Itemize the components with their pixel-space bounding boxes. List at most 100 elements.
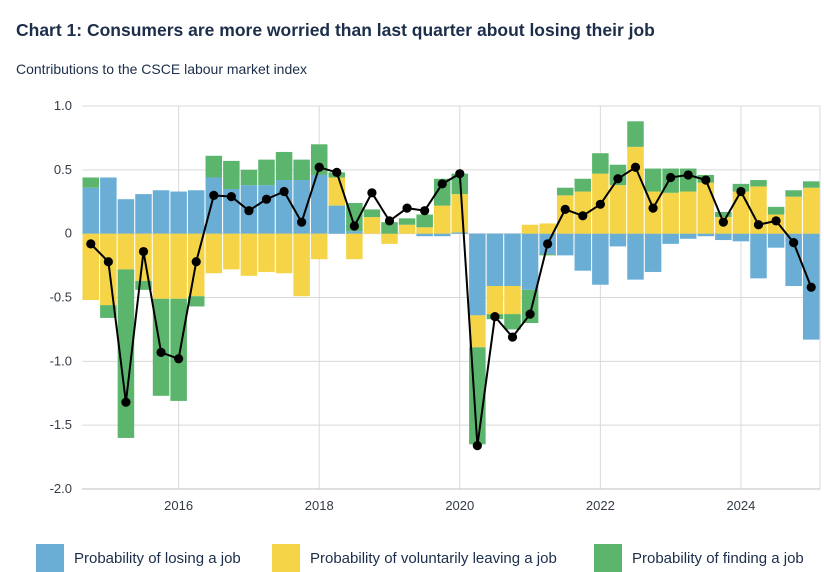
- bar-finding: [785, 190, 802, 197]
- index-point: [402, 203, 412, 213]
- y-tick-label: 1.0: [54, 98, 72, 113]
- bar-leaving: [363, 217, 381, 234]
- bar-leaving: [662, 192, 679, 234]
- index-point: [191, 257, 201, 267]
- index-point: [490, 312, 500, 322]
- legend-item-leaving: Probability of voluntarily leaving a job: [272, 544, 557, 572]
- index-point: [806, 282, 816, 292]
- bar-losing: [785, 233, 802, 287]
- bar-losing: [609, 233, 627, 247]
- y-tick-label: -2.0: [50, 481, 72, 496]
- index-point: [121, 397, 131, 407]
- index-point: [261, 194, 272, 204]
- index-point: [138, 246, 149, 257]
- bar-leaving: [82, 233, 100, 301]
- bar-finding: [170, 298, 187, 401]
- bar-losing: [627, 233, 644, 280]
- index-line: [86, 162, 816, 451]
- index-point: [420, 206, 430, 216]
- bar-losing: [258, 185, 275, 234]
- bar-leaving: [170, 233, 187, 299]
- bar-finding: [767, 206, 785, 215]
- index-point: [736, 186, 746, 197]
- bar-leaving: [117, 233, 135, 270]
- index-point: [718, 217, 728, 227]
- legend-swatch-losing: [36, 544, 64, 572]
- bar-losing: [679, 233, 697, 239]
- index-point: [560, 204, 570, 215]
- csce-chart: 1.0 0.5 0 -0.5 -1.0 -1.5 -2.0 2016 2018 2020 2022…: [50, 98, 821, 513]
- bar-leaving: [679, 191, 697, 234]
- legend-item-finding: Probability of finding a job: [594, 544, 804, 572]
- x-tick-label: 2018: [305, 498, 334, 513]
- bar-leaving: [433, 205, 451, 234]
- legend-label-losing: Probability of losing a job: [74, 549, 241, 567]
- bar-leaving: [697, 182, 715, 234]
- bar-finding: [135, 280, 152, 290]
- bar-losing: [205, 177, 223, 234]
- index-point: [771, 216, 781, 226]
- bar-leaving: [785, 196, 802, 234]
- bar-losing: [346, 231, 363, 234]
- index-point: [314, 162, 324, 172]
- bar-finding: [205, 155, 223, 178]
- bar-leaving: [152, 233, 170, 299]
- index-point: [455, 169, 465, 179]
- bar-losing: [504, 233, 521, 287]
- index-point: [507, 332, 518, 342]
- bar-losing: [592, 233, 609, 285]
- bar-losing: [416, 233, 433, 237]
- bar-losing: [662, 233, 679, 244]
- y-tick-label: -1.5: [50, 417, 72, 432]
- bar-leaving: [275, 233, 293, 274]
- bar-finding: [240, 169, 258, 186]
- bar-leaving: [504, 286, 521, 315]
- legend-swatch-finding: [594, 544, 622, 572]
- bar-finding: [592, 153, 609, 174]
- bar-leaving: [240, 233, 258, 276]
- bar-leaving: [416, 227, 433, 234]
- index-point: [332, 167, 342, 177]
- bar-losing: [767, 233, 785, 248]
- bar-finding: [275, 151, 293, 181]
- bar-leaving: [346, 233, 363, 260]
- index-point: [349, 221, 359, 231]
- index-point: [753, 220, 764, 230]
- x-tick-label: 2016: [164, 498, 193, 513]
- index-point: [701, 175, 711, 185]
- bar-losing: [152, 190, 170, 234]
- bar-leaving: [381, 233, 398, 244]
- index-point: [789, 238, 799, 248]
- bar-finding: [627, 121, 644, 147]
- bar-finding: [223, 160, 240, 189]
- bar-losing: [100, 177, 117, 234]
- bar-finding: [504, 314, 521, 330]
- index-point: [174, 354, 184, 364]
- bar-leaving: [556, 195, 574, 234]
- bar-losing: [451, 232, 469, 234]
- bar-leaving: [258, 233, 275, 272]
- bar-finding: [363, 209, 381, 218]
- index-point: [226, 192, 236, 202]
- bar-finding: [644, 168, 662, 192]
- bar-losing: [732, 233, 750, 242]
- index-point: [683, 170, 693, 180]
- bar-leaving: [398, 224, 416, 234]
- index-point: [630, 162, 641, 172]
- bar-losing: [715, 233, 732, 241]
- index-point: [595, 199, 605, 209]
- chart-subtitle: Contributions to the CSCE labour market …: [16, 61, 308, 77]
- bar-leaving: [205, 233, 223, 274]
- bar-finding: [258, 159, 275, 186]
- index-point: [666, 172, 676, 183]
- index-point: [209, 190, 219, 200]
- index-point: [86, 239, 96, 249]
- index-point: [648, 203, 658, 213]
- index-point: [543, 239, 553, 249]
- bar-finding: [117, 269, 135, 438]
- chart-title: Chart 1: Consumers are more worried than…: [16, 20, 655, 40]
- index-point: [244, 206, 254, 216]
- bar-finding: [187, 296, 205, 307]
- index-point: [437, 179, 447, 189]
- bar-losing: [644, 233, 662, 272]
